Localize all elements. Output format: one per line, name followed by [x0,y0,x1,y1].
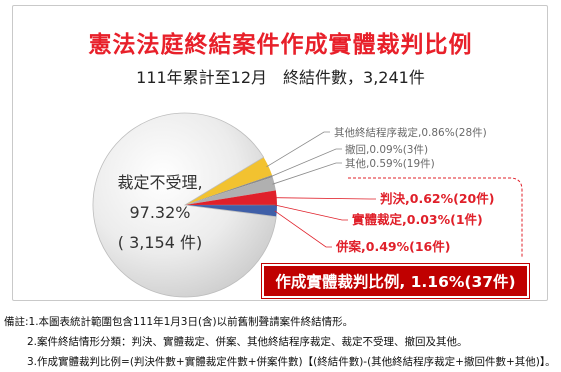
pie-slice-withdrawn [185,175,273,205]
slice-label-other: 其他,0.59%(19件) [345,157,435,170]
pie-slice-substantive [185,204,277,206]
slice-label-withdrawn: 撤回,0.09%(3件) [345,143,428,156]
leader-line-substantive [274,204,348,221]
slice-label-judgment: 判決,0.62%(20件) [380,191,494,206]
slice-label-refused-count: ( 3,154 件) [118,233,202,252]
slice-label-merged: 併案,0.49%(16件) [335,239,450,254]
note-2: 2.案件終結情形分類：判決、實體裁定、併案、其他終結程序裁定、裁定不受理、撤回及… [27,336,468,348]
chart-subtitle: 111年累計至12月 終結件數，3,241件 [136,68,425,87]
leader-line-other_proc [266,131,330,168]
leader-line-withdrawn [270,148,342,178]
pie-chart: 裁定不受理, 97.32% ( 3,154 件) 其他終結程序裁定,0.86%(… [92,112,523,298]
pie-slice-judgment [185,190,277,205]
leader-lines [266,131,376,248]
chart-panel [12,5,548,301]
slice-label-substantive: 實體裁定,0.03%(1件) [352,212,483,227]
note-1: 備註:1.本圖表統計範圍包含111年1月3日(含)以前舊制聲請案件終結情形。 [4,316,354,328]
pie-slice-refused [92,112,277,298]
slice-label-refused-percent: 97.32% [129,203,190,222]
slice-label-refused-name: 裁定不受理, [117,173,202,192]
notes: 備註:1.本圖表統計範圍包含111年1月3日(含)以前舊制聲請案件終結情形。 2… [4,312,559,372]
leader-line-merged [274,210,332,248]
highlight-bracket [348,177,523,258]
highlight-box: 作成實體裁判比例, 1.16%(37件) [262,264,529,298]
leader-line-judgment [274,197,376,200]
leader-line-other [272,162,342,185]
pie-slice-other_proc [185,157,273,205]
chart-title: 憲法法庭終結案件作成實體裁判比例 [88,32,473,58]
slice-label-other-procedure: 其他終結程序裁定,0.86%(28件) [334,126,487,139]
note-3: 3.作成實體裁判比例=(判決件數+實體裁定件數+併案件數)【(終結件數)-(其他… [27,356,556,368]
pie-slices [92,112,277,298]
pie-slice-other [185,177,276,205]
